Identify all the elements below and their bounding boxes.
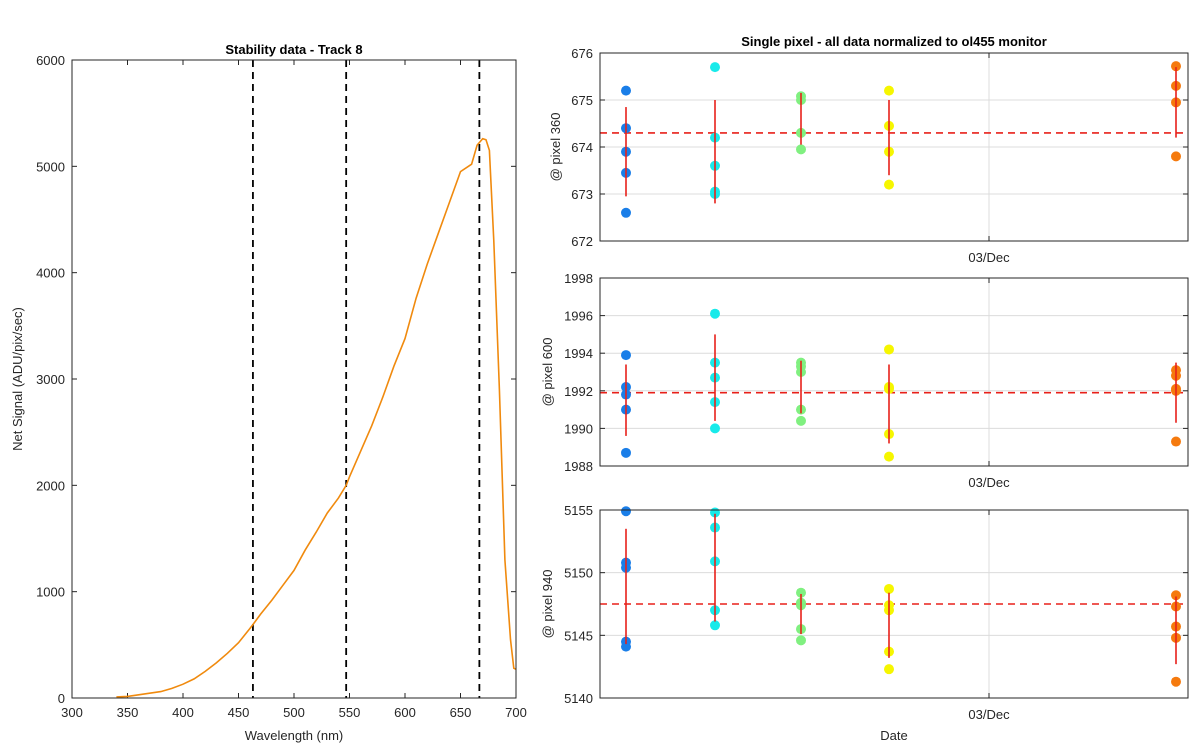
data-point — [621, 506, 631, 517]
chart-title: Single pixel - all data normalized to ol… — [741, 34, 1047, 49]
data-point — [884, 664, 894, 675]
y-tick-label: 1992 — [564, 384, 593, 399]
data-point — [621, 85, 631, 96]
wavelength-signal-chart: Stability data - Track 8 Wavelength (nm)… — [10, 42, 527, 743]
y-tick-label: 1994 — [564, 346, 593, 361]
data-point — [710, 62, 720, 73]
x-tick-label: 300 — [61, 705, 83, 720]
y-tick-label: 6000 — [36, 53, 65, 68]
y-tick-label: 5000 — [36, 159, 65, 174]
plot-area — [600, 278, 1188, 466]
y-tick-label: 0 — [58, 691, 65, 706]
data-point — [796, 587, 806, 598]
y-tick-label: 5155 — [564, 503, 593, 518]
y-tick-label: 5140 — [564, 691, 593, 706]
y-axis-label: @ pixel 600 — [540, 338, 555, 407]
y-tick-label: 674 — [571, 140, 593, 155]
y-tick-label: 1996 — [564, 309, 593, 324]
plot-area — [72, 60, 516, 698]
y-axis-label: @ pixel 360 — [548, 113, 563, 182]
data-point — [796, 415, 806, 426]
pixel-600-chart: @ pixel 600 03/Dec 1988 1990 1992 1994 1996 1… — [540, 271, 1189, 490]
x-tick-label: 03/Dec — [968, 475, 1010, 490]
pixel-940-chart: @ pixel 940 03/Dec Date 5140 5145 5150 5155 — [540, 503, 1189, 743]
data-point — [1171, 436, 1181, 447]
data-point — [1171, 676, 1181, 687]
y-tick-label: 672 — [571, 234, 593, 249]
data-point — [884, 85, 894, 96]
y-tick-label: 1998 — [564, 271, 593, 286]
y-tick-label: 5145 — [564, 628, 593, 643]
x-tick-label: 350 — [117, 705, 139, 720]
x-tick-label: 500 — [283, 705, 305, 720]
x-tick-label: 400 — [172, 705, 194, 720]
data-point — [884, 179, 894, 190]
data-point — [710, 620, 720, 631]
x-axis-label: Wavelength (nm) — [245, 728, 344, 743]
y-tick-label: 5150 — [564, 566, 593, 581]
data-point — [884, 583, 894, 594]
y-tick-label: 1990 — [564, 421, 593, 436]
x-tick-label: 600 — [394, 705, 416, 720]
plot-frame — [599, 52, 1189, 242]
signal-series-line — [116, 137, 517, 698]
plot-frame — [71, 59, 517, 699]
plot-frame — [599, 277, 1189, 467]
x-tick-label: 650 — [450, 705, 472, 720]
y-tick-label: 1000 — [36, 585, 65, 600]
x-axis-label: Date — [880, 728, 907, 743]
y-tick-label: 2000 — [36, 478, 65, 493]
data-point — [1171, 61, 1181, 72]
data-point — [1171, 151, 1181, 162]
x-tick-label: 03/Dec — [968, 250, 1010, 265]
y-tick-label: 4000 — [36, 266, 65, 281]
chart-title: Stability data - Track 8 — [225, 42, 362, 57]
data-point — [884, 344, 894, 355]
data-point — [796, 144, 806, 155]
x-tick-label: 550 — [339, 705, 361, 720]
data-point — [710, 423, 720, 434]
y-axis-label: @ pixel 940 — [540, 570, 555, 639]
data-point — [1171, 590, 1181, 601]
x-tick-label: 450 — [228, 705, 250, 720]
y-axis-label: Net Signal (ADU/pix/sec) — [10, 307, 25, 451]
y-tick-label: 1988 — [564, 459, 593, 474]
y-tick-label: 673 — [571, 187, 593, 202]
plot-frame — [599, 509, 1189, 699]
y-tick-label: 676 — [571, 46, 593, 61]
data-point — [621, 350, 631, 361]
y-tick-label: 3000 — [36, 372, 65, 387]
pixel-360-chart: Single pixel - all data normalized to ol… — [548, 34, 1189, 265]
data-point — [621, 207, 631, 218]
y-tick-label: 675 — [571, 93, 593, 108]
data-point — [884, 451, 894, 462]
data-point — [796, 635, 806, 646]
x-tick-label: 03/Dec — [968, 707, 1010, 722]
data-point — [621, 447, 631, 458]
x-tick-label: 700 — [505, 705, 527, 720]
data-point — [710, 308, 720, 319]
